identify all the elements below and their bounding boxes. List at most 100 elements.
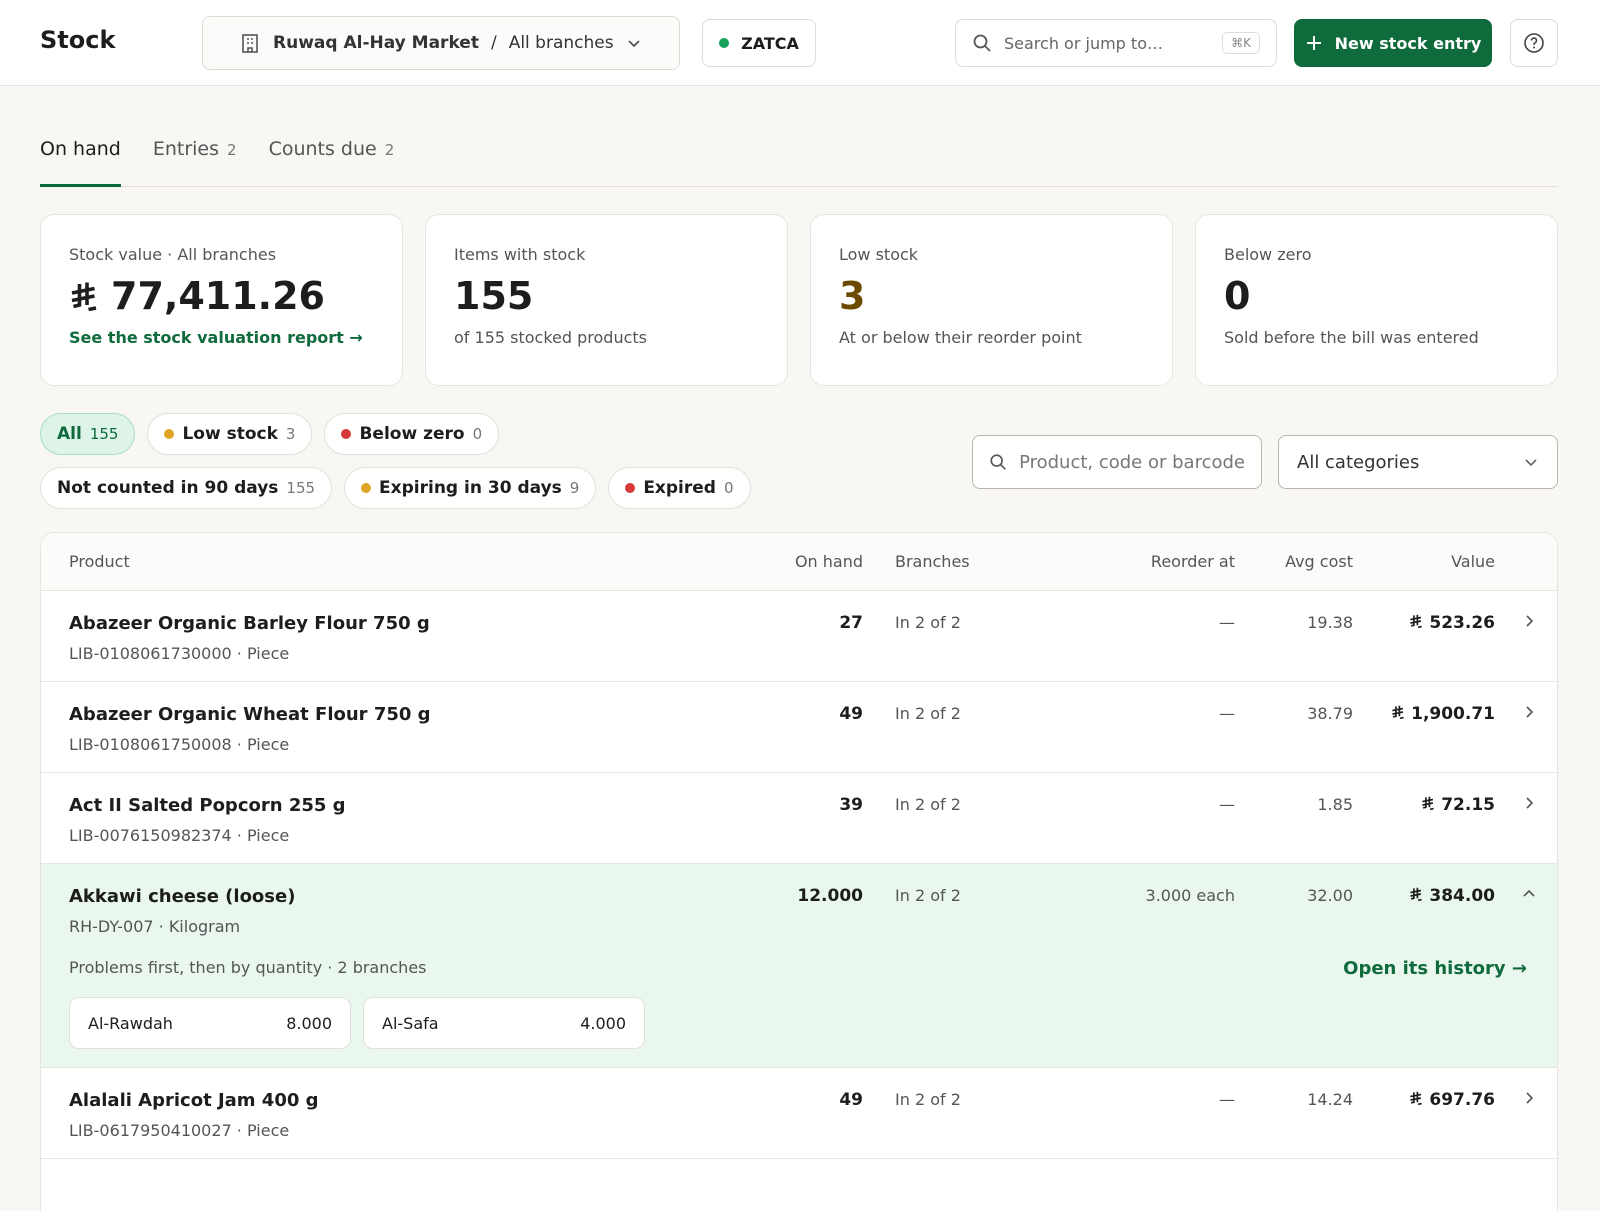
filter-chip[interactable]: All 155 [40, 413, 136, 455]
product-name: Akkawi cheese (loose) [69, 886, 296, 907]
column-header: Value [1451, 552, 1495, 571]
history-link[interactable]: Open its history → [1343, 958, 1527, 979]
filter-chip[interactable]: Low stock 3 [147, 413, 313, 455]
product-search[interactable]: Product, code or barcode [972, 435, 1262, 489]
product-cell: Act II Salted Popcorn 255 g LIB-007615098… [69, 795, 733, 845]
value-cell: 384.00 [1353, 886, 1495, 936]
global-search[interactable]: Search or jump to… ⌘K [955, 19, 1277, 67]
filter-chip[interactable]: Expiring in 30 days 9 [344, 467, 597, 509]
card-label: Low stock [839, 245, 919, 264]
help-icon [1524, 33, 1544, 53]
org-switcher[interactable]: Ruwaq Al-Hay Market / All branches [202, 16, 680, 70]
filter-count: 0 [723, 479, 734, 497]
card-link[interactable]: See the stock valuation report → [69, 328, 363, 347]
product-code: LIB-0108061750008 · Piece [69, 735, 290, 754]
search-icon [973, 34, 991, 52]
tab-label: Entries [152, 138, 220, 160]
reorder-at: — [1219, 795, 1235, 814]
row-toggle [1495, 704, 1557, 754]
filter-chip[interactable]: Expired 0 [608, 467, 751, 509]
product-name: Abazeer Organic Barley Flour 750 g [69, 613, 430, 634]
expand-icon[interactable] [1521, 704, 1537, 720]
table-row[interactable]: Alalali Apricot Jam 400 g LIB-06179504100… [41, 1068, 1557, 1159]
branch-item: Al-Safa 4.000 [363, 997, 645, 1049]
value-cell: 72.15 [1353, 795, 1495, 845]
product-code: LIB-0108061730000 · Piece [69, 644, 290, 663]
tab-count: 2 [384, 141, 395, 159]
expanded-header: Problems first, then by quantity · 2 bra… [69, 958, 1557, 979]
table-row [41, 1159, 1557, 1211]
tab[interactable]: On hand [40, 130, 121, 187]
tabs: On hand Entries 2 Counts due 2 [40, 130, 1558, 187]
filter-count: 155 [286, 479, 316, 497]
status-dot [164, 429, 175, 439]
currency-icon [1410, 614, 1423, 628]
expand-icon[interactable] [1521, 795, 1537, 811]
column-header: Branches [895, 552, 970, 571]
branch-name: Al-Rawdah [88, 1013, 173, 1033]
value: 72.15 [1441, 795, 1495, 815]
search-placeholder: Search or jump to… [1004, 33, 1163, 53]
row-toggle [1495, 613, 1557, 663]
tab[interactable]: Counts due 2 [269, 130, 395, 187]
stock-table: Product On hand Branches Reorder at Avg cost… [40, 532, 1558, 1211]
new-entry-button[interactable]: New stock entry [1294, 19, 1492, 67]
filter-label: Low stock [182, 424, 278, 444]
new-entry-label: New stock entry [1334, 33, 1482, 53]
help-button[interactable] [1510, 19, 1558, 67]
avg-cost: 32.00 [1307, 886, 1353, 905]
currency-icon [71, 282, 97, 311]
row-toggle [1495, 1090, 1557, 1140]
filter-count: 9 [569, 479, 580, 497]
separator: / [490, 33, 497, 53]
avg-cost: 19.38 [1307, 613, 1353, 632]
zatca-status[interactable]: ZATCA [702, 19, 816, 67]
filter-chip[interactable]: Below zero 0 [324, 413, 500, 455]
card-value-row: 77,411.26 [69, 274, 374, 318]
avg-cost: 14.24 [1307, 1090, 1353, 1109]
table-row[interactable]: Abazeer Organic Wheat Flour 750 g LIB-010… [41, 682, 1557, 773]
summary-card: Stock value · All branches 77,411.26 See t… [40, 214, 403, 386]
category-select[interactable]: All categories [1278, 435, 1558, 489]
tab-label: On hand [40, 138, 121, 160]
value: 384.00 [1429, 886, 1495, 906]
summary-cards: Stock value · All branches 77,411.26 See t… [40, 214, 1558, 386]
product-cell: Akkawi cheese (loose) RH-DY-007 · Kilogra… [69, 886, 733, 936]
branches: In 2 of 2 [895, 613, 961, 632]
tab-label: Counts due [268, 138, 377, 160]
tab-count: 2 [227, 141, 237, 159]
value: 1,900.71 [1411, 704, 1495, 724]
status-dot [361, 483, 372, 493]
branch-qty: 4.000 [580, 1013, 626, 1033]
expand-icon[interactable] [1521, 613, 1537, 629]
on-hand: 12.000 [797, 886, 863, 906]
tab[interactable]: Entries 2 [153, 130, 237, 187]
product-cell: Abazeer Organic Wheat Flour 750 g LIB-010… [69, 704, 733, 754]
branches: In 2 of 2 [895, 795, 961, 814]
summary-card: Below zero 0 Sold before the bill was ente… [1195, 214, 1558, 386]
card-note: of 155 stocked products [454, 328, 647, 347]
building-icon [242, 34, 258, 53]
on-hand: 49 [839, 1090, 863, 1110]
table-row[interactable]: Abazeer Organic Barley Flour 750 g LIB-01… [41, 591, 1557, 682]
chevron [1525, 459, 1537, 467]
collapse-icon[interactable] [1521, 886, 1537, 902]
currency-icon [1410, 1091, 1423, 1105]
filter-label: Expired [643, 478, 716, 498]
table-row[interactable]: Akkawi cheese (loose) RH-DY-007 · Kilogra… [41, 864, 1557, 1068]
branch-name: Al-Safa [382, 1013, 439, 1033]
card-label: Stock value · All branches [69, 245, 277, 264]
table-row[interactable]: Act II Salted Popcorn 255 g LIB-007615098… [41, 773, 1557, 864]
filter-chip[interactable]: Not counted in 90 days 155 [40, 467, 333, 509]
filter-label: Expiring in 30 days [379, 478, 562, 498]
branches: In 2 of 2 [895, 886, 961, 905]
card-note: Sold before the bill was entered [1224, 328, 1479, 347]
card-value: 77,411.26 [111, 274, 325, 318]
org-name: Ruwaq Al-Hay Market [273, 33, 479, 53]
branch-name: All branches [508, 33, 614, 53]
card-value: 3 [839, 274, 866, 318]
product-code: LIB-0076150982374 · Piece [69, 826, 290, 845]
card-note: At or below their reorder point [839, 328, 1082, 347]
value-cell: 1,900.71 [1353, 704, 1495, 754]
expand-icon[interactable] [1521, 1090, 1537, 1106]
